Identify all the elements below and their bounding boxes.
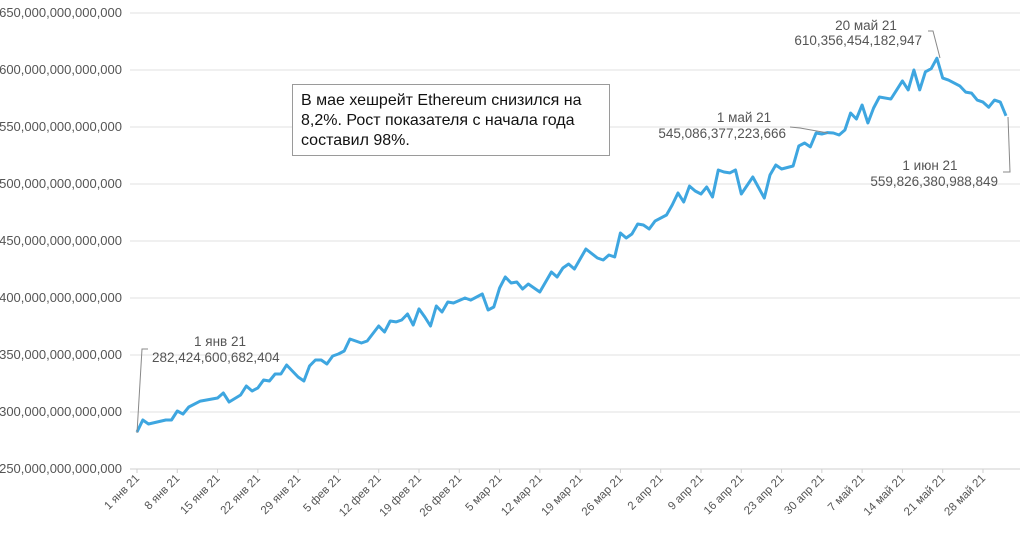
annotation-value: 282,424,600,682,404 bbox=[152, 350, 280, 365]
x-tick-label: 30 апр 21 bbox=[782, 473, 827, 518]
x-tick-label: 19 мар 21 bbox=[540, 473, 586, 519]
x-tick-label: 22 янв 21 bbox=[219, 473, 263, 517]
y-axis: 250,000,000,000,000 300,000,000,000,000 35… bbox=[0, 5, 122, 476]
annotation-label: 20 май 21 bbox=[835, 18, 897, 33]
x-tick-label: 15 янв 21 bbox=[178, 473, 222, 517]
y-tick-label: 500,000,000,000,000 bbox=[0, 176, 122, 191]
y-tick-label: 600,000,000,000,000 bbox=[0, 62, 122, 77]
x-tick-label: 12 фев 21 bbox=[337, 473, 384, 520]
x-tick-label: 5 мар 21 bbox=[463, 473, 504, 514]
x-tick-label: 21 май 21 bbox=[902, 473, 948, 519]
annotation-jun1: 1 июн 21 559,826,380,988,849 bbox=[870, 116, 1011, 189]
annotation-label: 1 июн 21 bbox=[902, 158, 957, 173]
y-tick-label: 650,000,000,000,000 bbox=[0, 5, 122, 20]
annotation-label: 1 янв 21 bbox=[194, 334, 246, 349]
series-points bbox=[136, 58, 1007, 433]
annotation-may20: 20 май 21 610,356,454,182,947 bbox=[794, 18, 941, 59]
y-tick-label: 550,000,000,000,000 bbox=[0, 119, 122, 134]
x-tick-label: 26 фев 21 bbox=[418, 473, 465, 520]
annotation-value: 610,356,454,182,947 bbox=[794, 33, 922, 48]
annotation-value: 559,826,380,988,849 bbox=[870, 174, 998, 189]
y-tick-label: 250,000,000,000,000 bbox=[0, 461, 122, 476]
annotation-value: 545,086,377,223,666 bbox=[658, 126, 786, 141]
y-tick-label: 350,000,000,000,000 bbox=[0, 347, 122, 362]
annotation-jan1: 1 янв 21 282,424,600,682,404 bbox=[136, 334, 280, 434]
y-tick-label: 450,000,000,000,000 bbox=[0, 233, 122, 248]
x-tick-label: 12 мар 21 bbox=[499, 473, 545, 519]
x-tick-label: 7 май 21 bbox=[826, 473, 867, 514]
summary-note-box: В мае хешрейт Ethereum снизился на 8,2%.… bbox=[292, 84, 610, 156]
x-tick-label: 26 мар 21 bbox=[580, 473, 626, 519]
x-tick-label: 28 май 21 bbox=[942, 473, 988, 519]
x-tick-label: 2 апр 21 bbox=[626, 473, 666, 513]
x-tick-label: 19 фев 21 bbox=[377, 473, 424, 520]
x-tick-label: 14 май 21 bbox=[862, 473, 908, 519]
gridlines bbox=[130, 12, 1020, 470]
x-tick-label: 16 апр 21 bbox=[702, 473, 747, 518]
x-tick-label: 29 янв 21 bbox=[259, 473, 303, 517]
y-tick-label: 400,000,000,000,000 bbox=[0, 290, 122, 305]
y-tick-label: 300,000,000,000,000 bbox=[0, 404, 122, 419]
x-tick-label: 23 апр 21 bbox=[742, 473, 787, 518]
x-tick-label: 5 фев 21 bbox=[301, 473, 343, 515]
annotation-label: 1 май 21 bbox=[717, 110, 771, 125]
annotation-may1: 1 май 21 545,086,377,223,666 bbox=[658, 110, 829, 141]
x-tick-label: 1 янв 21 bbox=[102, 473, 142, 513]
x-tick-label: 8 янв 21 bbox=[143, 473, 183, 513]
x-tick-label: 9 апр 21 bbox=[666, 473, 706, 513]
